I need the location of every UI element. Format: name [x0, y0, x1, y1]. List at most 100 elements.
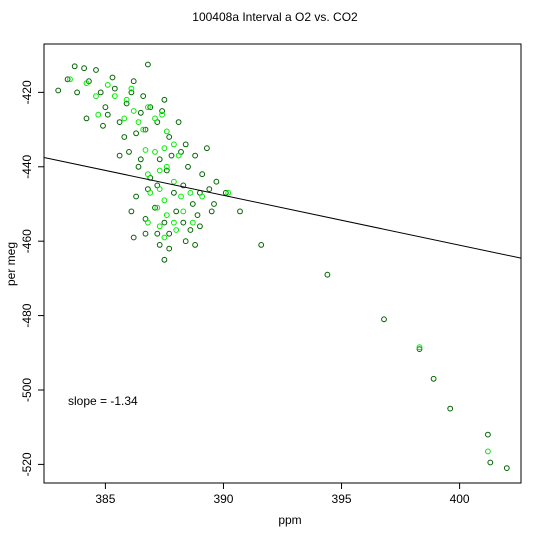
data-point	[487, 459, 494, 466]
data-point	[194, 212, 201, 219]
data-point	[175, 119, 182, 125]
data-points	[55, 61, 510, 472]
data-point	[137, 156, 144, 163]
data-point	[135, 119, 142, 125]
data-point	[381, 316, 387, 323]
data-point	[137, 109, 144, 116]
data-point	[135, 163, 142, 170]
data-point	[163, 167, 170, 174]
data-point	[447, 405, 454, 412]
data-point	[152, 204, 158, 211]
data-point	[173, 208, 180, 215]
data-point	[140, 93, 147, 99]
data-point	[189, 201, 196, 207]
data-point	[180, 219, 187, 226]
data-point	[225, 189, 232, 196]
data-point	[324, 271, 331, 278]
data-point	[222, 189, 229, 196]
data-point	[237, 208, 243, 215]
data-point	[178, 193, 184, 200]
data-point	[104, 111, 111, 118]
data-point	[185, 163, 191, 170]
data-point	[171, 189, 177, 196]
data-point	[95, 111, 102, 118]
data-point	[126, 149, 132, 155]
y-tick-label: -460	[20, 229, 34, 253]
data-point	[208, 208, 215, 215]
data-point	[171, 219, 177, 226]
data-point	[147, 104, 154, 111]
data-point	[182, 238, 189, 245]
data-point	[81, 65, 87, 72]
data-point	[121, 115, 128, 122]
data-point	[180, 182, 187, 189]
x-tick-label: 395	[332, 492, 352, 506]
data-point	[159, 111, 166, 118]
data-point	[116, 152, 123, 159]
data-point	[123, 100, 130, 107]
data-point	[111, 93, 118, 99]
data-point	[166, 230, 173, 237]
data-point	[152, 149, 158, 155]
x-axis-label: ppm	[278, 513, 301, 527]
data-point	[128, 89, 135, 96]
data-point	[128, 208, 135, 215]
data-point	[163, 163, 170, 170]
x-tick-label: 385	[95, 492, 115, 506]
data-point	[166, 245, 173, 252]
data-point	[130, 234, 137, 241]
y-tick-label: -480	[20, 303, 34, 327]
chart-title: 100408a Interval a O2 vs. CO2	[192, 10, 358, 24]
fit-line-group	[43, 156, 522, 259]
data-point	[130, 108, 137, 114]
y-tick-label: -520	[20, 452, 34, 476]
data-point	[145, 219, 151, 226]
data-point	[187, 189, 194, 196]
data-point	[192, 152, 199, 159]
data-point	[189, 219, 196, 226]
data-point	[503, 465, 510, 472]
data-point	[161, 256, 168, 263]
data-point	[154, 204, 161, 211]
data-point	[182, 141, 189, 148]
data-point	[156, 242, 163, 248]
y-tick-label: -500	[20, 378, 34, 402]
data-point	[171, 178, 177, 185]
data-point	[173, 227, 180, 233]
data-point	[116, 119, 123, 125]
data-point	[430, 375, 437, 382]
data-point	[83, 115, 90, 122]
x-tick-label: 390	[213, 492, 233, 506]
y-axis: -420 -440 -460 -480 -500 -520	[20, 80, 44, 476]
data-point	[156, 186, 163, 193]
data-point	[71, 63, 78, 70]
data-point	[152, 115, 158, 122]
data-point	[199, 193, 206, 200]
data-point	[111, 85, 118, 92]
y-tick-label: -440	[20, 154, 34, 178]
data-point	[67, 76, 73, 83]
fit-line	[43, 156, 522, 259]
data-point	[145, 104, 151, 111]
data-point	[74, 89, 80, 96]
data-point	[161, 219, 168, 226]
data-point	[130, 78, 137, 85]
data-point	[154, 230, 161, 237]
data-point	[145, 61, 151, 68]
data-point	[64, 76, 71, 83]
data-point	[83, 80, 90, 86]
plot-frame	[43, 43, 522, 484]
data-point	[187, 227, 194, 233]
data-point	[93, 67, 99, 73]
data-point	[211, 201, 217, 207]
data-point	[140, 126, 147, 133]
y-axis-label: per meg	[4, 242, 18, 286]
data-point	[206, 186, 213, 193]
data-point	[142, 126, 149, 133]
data-point	[55, 87, 62, 94]
data-point	[485, 448, 491, 455]
data-point	[156, 223, 163, 230]
data-point	[142, 230, 149, 237]
data-point	[109, 74, 116, 81]
data-point	[197, 223, 203, 230]
